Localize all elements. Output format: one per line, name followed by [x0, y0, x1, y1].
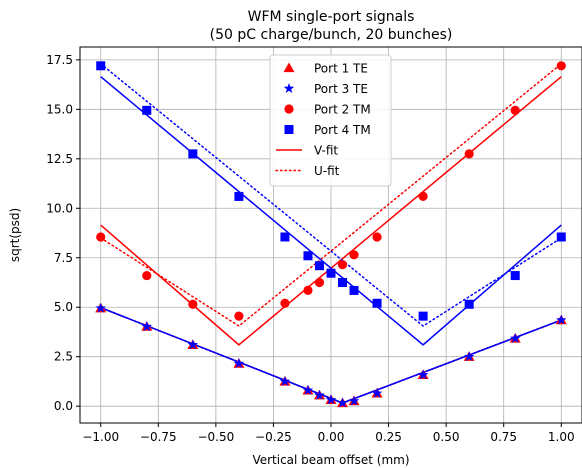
y-tick-label: 15.0: [46, 102, 73, 116]
legend-label: Port 1 TE: [314, 62, 368, 76]
y-axis: 0.0 2.5 5.0 7.5 10.0 12.5 15.0 17.5: [46, 53, 80, 413]
legend: Port 1 TE Port 3 TE Port 2 TM Port 4 TM V-fi…: [269, 54, 392, 187]
legend-label: U-fit: [314, 164, 340, 178]
legend-box: [269, 54, 392, 187]
x-tick-label: 0.50: [433, 430, 460, 444]
legend-label: Port 2 TM: [314, 103, 371, 117]
data-point-port-3-te: [509, 333, 521, 343]
x-axis-label: Vertical beam offset (mm): [252, 453, 409, 467]
x-tick-label: −0.50: [197, 430, 234, 444]
data-point-port-4-tm: [372, 298, 382, 308]
chart-title: WFM single-port signals: [248, 9, 415, 25]
data-point-port-2-tm: [464, 149, 474, 159]
data-point-port-3-te: [314, 389, 325, 400]
series-line-fit-11: [99, 306, 563, 404]
legend-item-port-3-te: Port 3 TE: [283, 82, 368, 96]
data-point-port-3-te: [141, 321, 153, 332]
x-tick-label: 0.00: [318, 430, 345, 444]
data-point-port-4-tm: [142, 105, 152, 115]
data-point-port-4-tm: [556, 232, 566, 242]
data-point-port-2-tm: [349, 250, 359, 260]
data-point-port-4-tm: [314, 261, 324, 271]
data-point-port-2-tm: [188, 299, 198, 309]
data-point-port-3-te: [348, 395, 360, 406]
series-line-u-fit: [99, 63, 563, 327]
chart-subtitle: (50 pC charge/bunch, 20 bunches): [210, 27, 453, 43]
y-tick-label: 10.0: [46, 201, 73, 215]
data-point-port-3-te: [417, 369, 429, 380]
series-port-3-te: [95, 302, 567, 408]
data-point-port-4-tm: [418, 311, 428, 321]
x-tick-label: 0.25: [375, 430, 402, 444]
data-point-port-2-tm: [556, 61, 566, 71]
y-tick-label: 17.5: [46, 53, 73, 67]
data-point-port-3-te: [325, 394, 337, 405]
legend-item-u-fit: U-fit: [275, 164, 340, 178]
data-point-port-4-tm: [349, 285, 359, 295]
legend-marker-port-3-te: [283, 83, 295, 93]
x-tick-label: −0.75: [140, 430, 177, 444]
data-point-port-3-te: [95, 302, 106, 313]
data-point-port-2-tm: [337, 260, 348, 270]
data-point-port-4-tm: [280, 232, 290, 242]
data-point-port-2-tm: [142, 270, 152, 281]
data-point-port-4-tm: [326, 268, 336, 278]
x-tick-label: −0.25: [255, 430, 292, 444]
data-point-port-3-te: [279, 375, 291, 386]
data-point-port-2-tm: [280, 298, 290, 308]
legend-marker-port-1-te: [283, 62, 295, 73]
data-point-port-2-tm: [303, 285, 313, 296]
legend-label: Port 3 TE: [314, 82, 368, 96]
data-point-port-3-te: [337, 397, 348, 408]
data-point-port-4-tm: [464, 299, 474, 309]
data-markers: [95, 61, 567, 408]
legend-item-v-fit: V-fit: [276, 144, 338, 158]
series-line-fit-6: [100, 76, 562, 346]
legend-marker-port-4-tm: [284, 125, 294, 134]
legend-label: V-fit: [314, 144, 338, 158]
data-point-port-3-te: [556, 314, 567, 325]
x-axis: −1.00 −0.75 −0.50 −0.25 0.00 0.25 0.50 0.75 1.00: [82, 423, 575, 444]
data-point-port-3-te: [302, 384, 314, 395]
data-point-port-2-tm: [510, 105, 520, 115]
series-line-fit-7: [99, 63, 563, 327]
legend-item-port-2-tm: Port 2 TM: [284, 103, 371, 117]
data-point-port-2-tm: [314, 277, 325, 288]
y-tick-label: 5.0: [54, 300, 73, 314]
data-point-port-4-tm: [303, 251, 313, 261]
x-tick-label: 1.00: [548, 430, 575, 444]
legend-item-port-4-tm: Port 4 TM: [284, 123, 371, 137]
data-point-port-3-te: [233, 358, 245, 369]
series-port-4-tm: [96, 61, 566, 321]
data-point-port-4-tm: [510, 271, 520, 281]
data-point-port-2-tm: [96, 232, 106, 242]
y-tick-label: 7.5: [54, 251, 73, 265]
legend-label: Port 4 TM: [314, 123, 371, 137]
data-point-port-3-te: [187, 339, 199, 350]
y-tick-label: 0.0: [54, 399, 73, 413]
data-point-port-4-tm: [338, 277, 348, 287]
x-tick-label: −1.00: [82, 430, 119, 444]
series-line-v-fit: [100, 76, 562, 346]
y-axis-label: sqrt(psd): [8, 208, 22, 262]
legend-marker-port-2-tm: [284, 104, 294, 114]
data-point-port-2-tm: [234, 311, 244, 321]
fit-lines: [99, 63, 563, 404]
x-tick-label: 0.75: [490, 430, 517, 444]
data-point-port-4-tm: [96, 61, 106, 71]
data-point-port-4-tm: [188, 149, 198, 159]
data-point-port-2-tm: [418, 191, 428, 202]
data-point-port-3-te: [371, 387, 383, 398]
y-tick-label: 12.5: [46, 152, 73, 166]
data-point-port-3-te: [463, 351, 475, 362]
data-point-port-2-tm: [372, 232, 382, 242]
y-tick-label: 2.5: [54, 350, 73, 364]
legend-item-port-1-te: Port 1 TE: [283, 62, 368, 76]
data-point-port-4-tm: [234, 191, 244, 201]
